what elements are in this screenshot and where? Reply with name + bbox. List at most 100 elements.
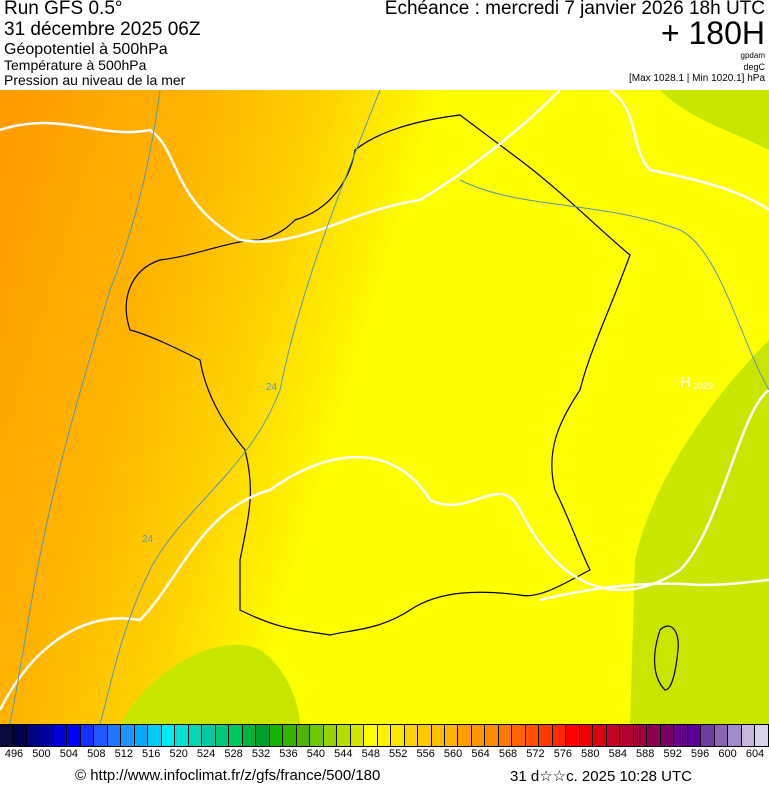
colorbar-label: 556 <box>416 748 435 760</box>
colorbar-label: 504 <box>59 748 79 760</box>
colorbar-cell <box>701 725 715 746</box>
colorbar-cell <box>471 725 486 746</box>
colorbar-cell <box>593 725 607 746</box>
colorbar-label: 524 <box>196 748 216 760</box>
colorbar-cell <box>606 725 621 746</box>
colorbar-cell <box>121 725 135 746</box>
colorbar-cell <box>175 725 189 746</box>
colorbar-cell <box>364 725 378 746</box>
colorbar-label: 568 <box>498 748 518 760</box>
colorbar-cell <box>431 725 445 746</box>
lead-time: + 180H <box>660 15 765 51</box>
colorbar-cell <box>741 725 756 746</box>
corsica-outline <box>654 625 679 691</box>
pressure-minmax: [Max 1028.1 | Min 1020.1] hPa <box>628 73 765 84</box>
colorbar-cell <box>728 725 742 746</box>
colorbar-cell <box>202 725 216 746</box>
colorbar-label: 532 <box>251 748 271 760</box>
colorbar-cell <box>512 725 526 746</box>
colorbar-cell <box>350 725 365 746</box>
colorbar-cell <box>148 725 162 746</box>
colorbar-cell <box>391 725 405 746</box>
green-zone-south <box>120 644 300 724</box>
colorbar-cell <box>620 725 634 746</box>
colorbar-label: 544 <box>334 748 353 760</box>
colorbar-cell <box>579 725 594 746</box>
echeance: Echéance : mercredi 7 janvier 2026 18h U… <box>384 0 765 19</box>
field-temperature: Température à 500hPa <box>4 57 147 73</box>
colorbar-cell <box>296 725 311 746</box>
isotherm-label: 24 <box>142 534 154 545</box>
colorbar-cell <box>283 725 297 746</box>
colorbar-cell <box>161 725 176 746</box>
run-date: 31 décembre 2025 06Z <box>4 19 201 40</box>
colorbar-cell <box>552 725 567 746</box>
colorbar-label: 516 <box>142 748 161 760</box>
colorbar-cell <box>687 725 702 746</box>
colorbar-cell <box>229 725 243 746</box>
isotherm-label: 24 <box>266 382 278 393</box>
colorbar-cell <box>404 725 419 746</box>
colorbar-cell <box>215 725 230 746</box>
colorbar-label: 600 <box>718 748 737 760</box>
colorbar-cell <box>337 725 351 746</box>
colorbar <box>0 724 769 747</box>
colorbar-cell <box>53 725 68 746</box>
colorbar-label: 584 <box>608 748 627 760</box>
colorbar-cell <box>134 725 149 746</box>
colorbar-label: 540 <box>306 748 326 760</box>
colorbar-label: 588 <box>636 748 655 760</box>
colorbar-cell <box>107 725 122 746</box>
green-zone-east <box>630 340 769 724</box>
colorbar-label: 528 <box>224 748 243 760</box>
unit-gpdam: gpdam <box>740 51 765 60</box>
field-geopotential: Géopotentiel à 500hPa <box>4 41 168 58</box>
colorbar-cell <box>323 725 338 746</box>
colorbar-label: 572 <box>526 748 545 760</box>
colorbar-label: 560 <box>443 748 463 760</box>
colorbar-label: 552 <box>389 748 408 760</box>
colorbar-label: 500 <box>32 748 51 760</box>
colorbar-cell <box>0 725 14 746</box>
colorbar-label: 508 <box>87 748 106 760</box>
colorbar-cell <box>310 725 324 746</box>
colorbar-cell <box>80 725 95 746</box>
colorbar-cell <box>13 725 27 746</box>
colorbar-cell <box>498 725 513 746</box>
colorbar-cell <box>444 725 459 746</box>
colorbar-label: 512 <box>114 748 133 760</box>
isobars <box>0 90 769 711</box>
field-pressure: Pression au niveau de la mer <box>4 72 186 88</box>
colorbar-cell <box>458 725 472 746</box>
colorbar-cell <box>714 725 729 746</box>
green-zone-north <box>660 90 769 150</box>
weather-map: 24 24 H 1029 <box>0 90 769 724</box>
colorbar-label: 520 <box>169 748 188 760</box>
colorbar-cell <box>525 725 540 746</box>
colorbar-label: 576 <box>553 748 573 760</box>
colorbar-label: 592 <box>663 748 682 760</box>
colorbar-cell <box>660 725 675 746</box>
colorbar-cell <box>26 725 41 746</box>
colorbar-label: 536 <box>279 748 298 760</box>
colorbar-cell <box>539 725 553 746</box>
colorbar-cell <box>40 725 54 746</box>
colorbar-cell <box>647 725 661 746</box>
colorbar-cell <box>188 725 203 746</box>
colorbar-label: 548 <box>361 748 380 760</box>
colorbar-cell <box>633 725 648 746</box>
colorbar-cell <box>674 725 688 746</box>
colorbar-cell <box>269 725 284 746</box>
unit-degc: degC <box>743 62 765 72</box>
colorbar-cell <box>242 725 257 746</box>
high-pressure-label: H <box>680 374 691 391</box>
high-pressure-value: 1029 <box>693 381 713 391</box>
colorbar-cell <box>566 725 580 746</box>
colorbar-label: 564 <box>471 748 490 760</box>
colorbar-cell <box>485 725 499 746</box>
colorbar-cell <box>67 725 81 746</box>
generation-time: 31 d☆☆c. 2025 10:28 UTC <box>510 768 692 785</box>
isotherms <box>9 90 769 724</box>
colorbar-cell <box>94 725 108 746</box>
colorbar-cell <box>256 725 270 746</box>
